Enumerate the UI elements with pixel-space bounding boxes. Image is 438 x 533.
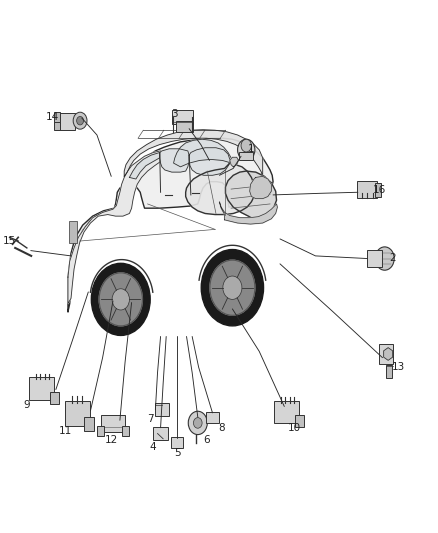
FancyBboxPatch shape [172,110,193,124]
FancyBboxPatch shape [379,344,393,364]
Text: 15: 15 [3,236,16,246]
Polygon shape [189,148,230,175]
FancyBboxPatch shape [54,112,60,123]
Circle shape [73,112,87,129]
FancyBboxPatch shape [153,426,168,440]
FancyBboxPatch shape [65,401,90,425]
FancyBboxPatch shape [274,401,299,423]
Text: 11: 11 [59,426,72,436]
FancyBboxPatch shape [101,416,125,432]
Polygon shape [173,139,233,167]
Circle shape [210,260,255,316]
FancyBboxPatch shape [239,152,253,160]
FancyBboxPatch shape [357,181,377,198]
Text: 8: 8 [218,423,224,433]
Circle shape [77,116,84,125]
Polygon shape [160,149,189,172]
Circle shape [99,273,142,326]
FancyBboxPatch shape [54,122,60,130]
FancyBboxPatch shape [97,426,104,436]
Polygon shape [68,138,273,312]
Text: 16: 16 [373,185,386,195]
Bar [69,221,77,243]
Text: 9: 9 [23,400,30,410]
FancyBboxPatch shape [375,183,381,197]
Text: 12: 12 [105,435,118,446]
Circle shape [188,411,207,434]
FancyBboxPatch shape [155,403,169,416]
FancyBboxPatch shape [176,120,193,132]
Polygon shape [250,176,271,199]
Circle shape [375,247,394,270]
FancyBboxPatch shape [29,377,54,400]
Text: 14: 14 [46,112,59,122]
Text: 10: 10 [288,423,301,433]
Circle shape [237,139,255,160]
Circle shape [194,418,202,428]
FancyBboxPatch shape [122,426,128,436]
Text: 3: 3 [172,109,178,119]
Polygon shape [219,202,277,224]
Circle shape [92,263,150,335]
Circle shape [241,139,251,152]
FancyBboxPatch shape [386,365,392,378]
FancyBboxPatch shape [171,437,183,448]
FancyBboxPatch shape [57,114,75,130]
Circle shape [201,249,264,326]
FancyBboxPatch shape [367,250,382,267]
Text: 6: 6 [203,435,210,446]
Polygon shape [129,152,160,179]
Text: 5: 5 [174,448,180,458]
FancyBboxPatch shape [50,392,59,404]
FancyBboxPatch shape [295,416,304,427]
Polygon shape [230,157,238,167]
Circle shape [223,276,242,300]
Text: 7: 7 [147,414,153,424]
Text: 13: 13 [392,362,405,372]
Text: 4: 4 [150,442,156,452]
Text: 1: 1 [248,144,255,154]
Polygon shape [68,151,161,304]
Circle shape [112,289,129,310]
FancyBboxPatch shape [206,412,219,423]
Polygon shape [226,171,276,220]
Polygon shape [384,348,392,360]
FancyBboxPatch shape [84,417,94,431]
Text: 2: 2 [389,253,396,263]
Polygon shape [186,163,255,215]
Polygon shape [124,130,263,177]
